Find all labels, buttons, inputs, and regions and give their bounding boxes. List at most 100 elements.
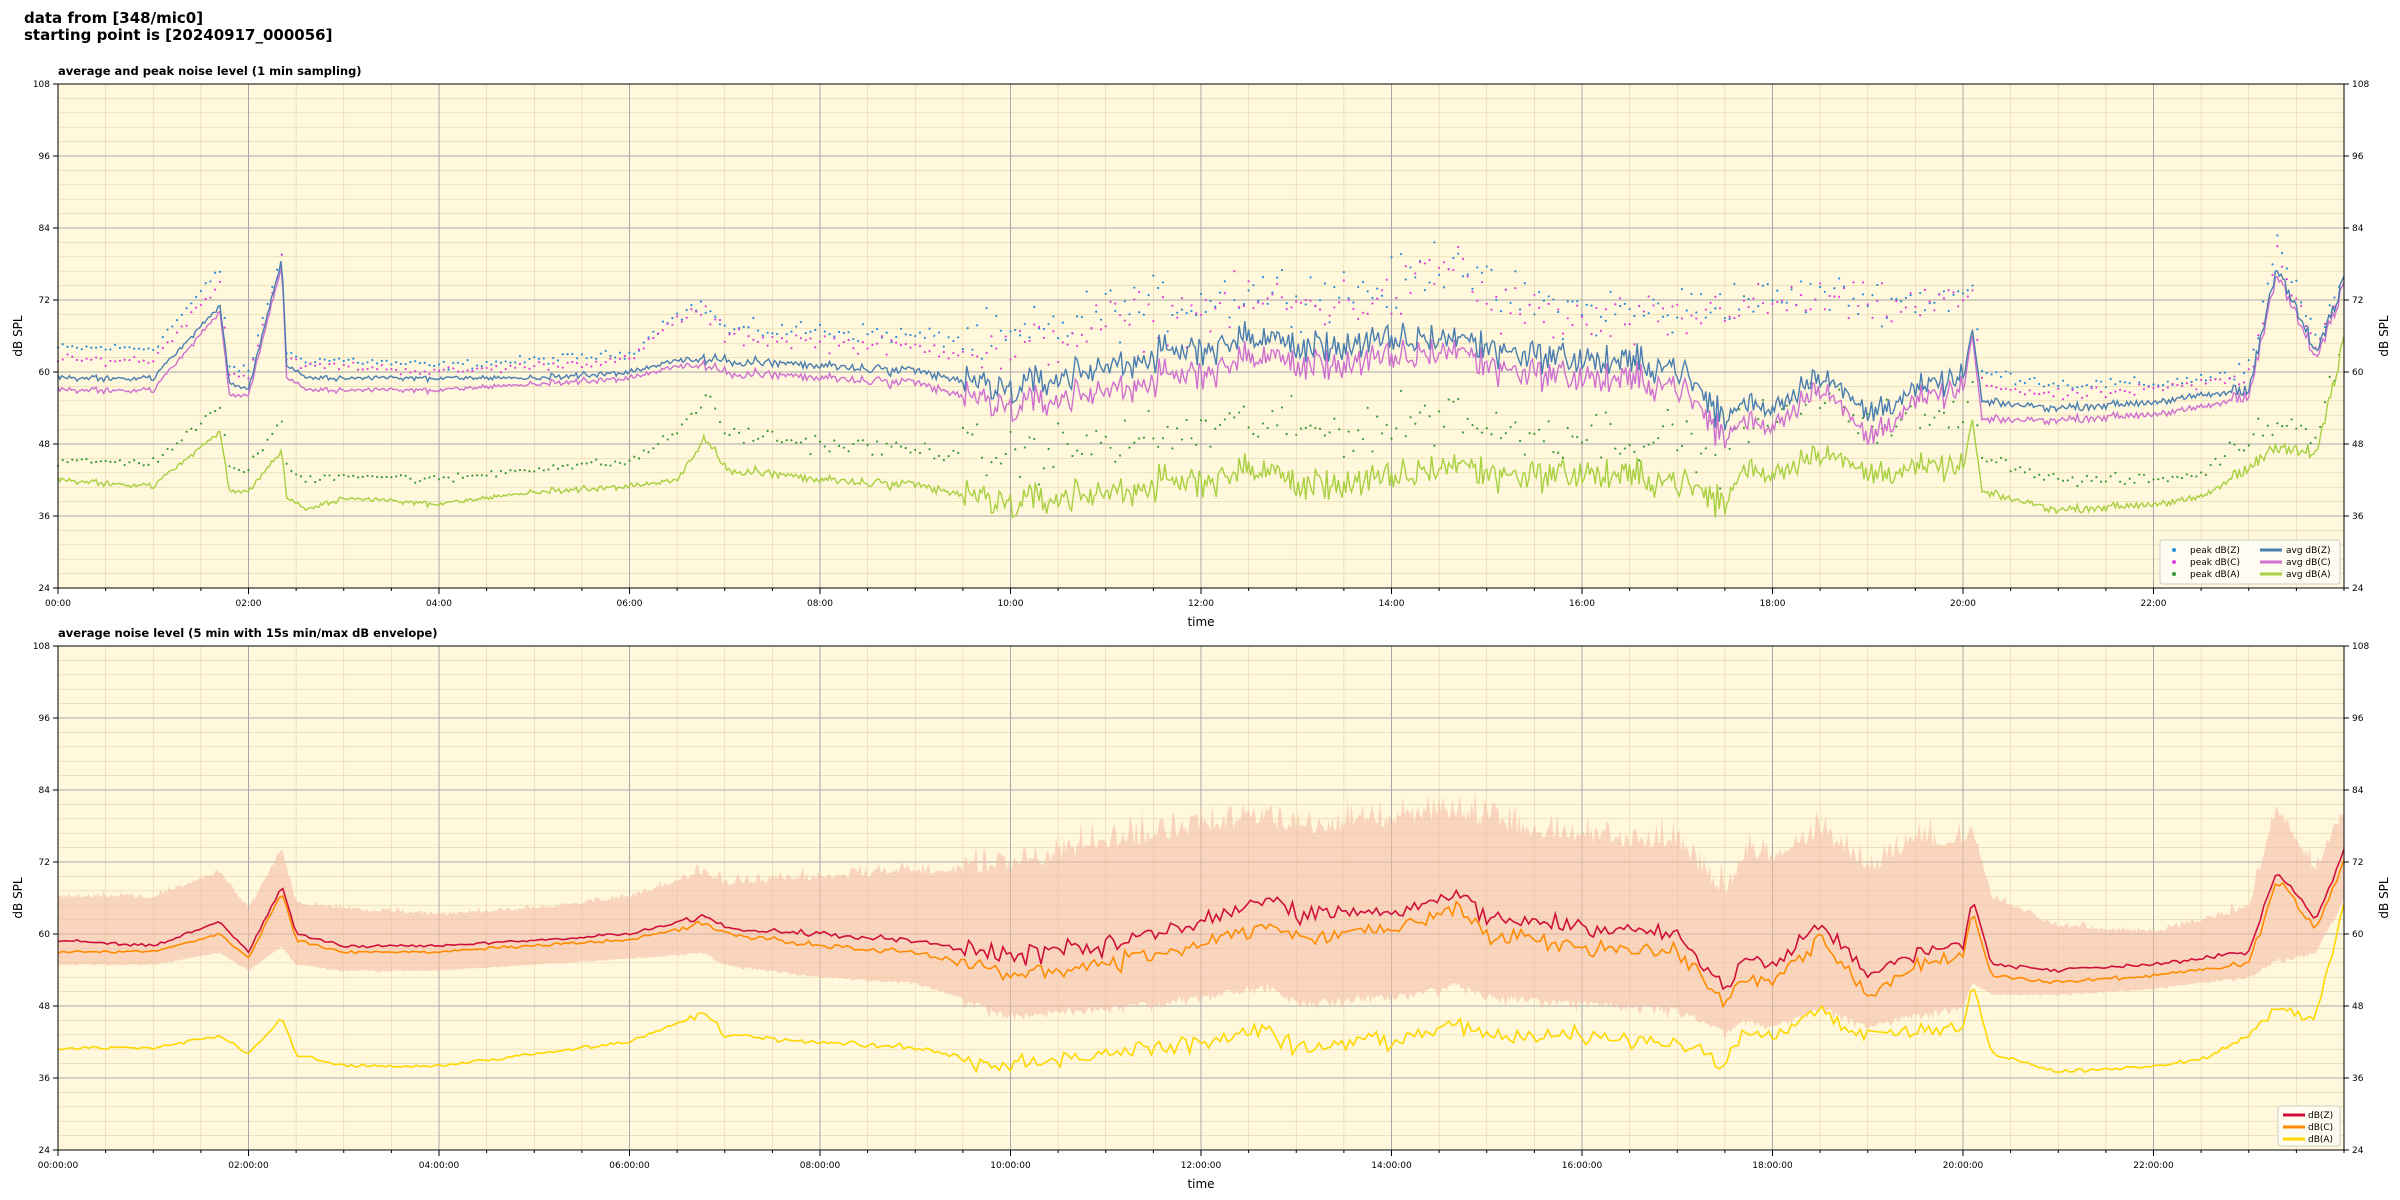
peak-point: [1295, 295, 1297, 297]
peak-point: [2205, 474, 2207, 476]
peak-point: [1400, 390, 1402, 392]
peak-point: [2071, 476, 2073, 478]
peak-point: [1009, 330, 1011, 332]
peak-point: [514, 470, 516, 472]
peak-point: [1286, 302, 1288, 304]
peak-point: [105, 365, 107, 367]
peak-point: [1443, 286, 1445, 288]
peak-point: [928, 448, 930, 450]
y-axis-label: dB SPL: [11, 877, 25, 919]
peak-point: [1128, 447, 1130, 449]
peak-point: [1609, 335, 1611, 337]
peak-point: [1857, 305, 1859, 307]
peak-point: [1914, 306, 1916, 308]
peak-point: [1081, 316, 1083, 318]
peak-point: [209, 280, 211, 282]
peak-point: [105, 348, 107, 350]
peak-point: [1557, 452, 1559, 454]
peak-point: [238, 375, 240, 377]
peak-point: [1757, 305, 1759, 307]
peak-point: [2005, 459, 2007, 461]
peak-point: [1629, 323, 1631, 325]
peak-point: [109, 360, 111, 362]
peak-point: [581, 366, 583, 368]
peak-point: [871, 454, 873, 456]
peak-point: [2314, 334, 2316, 336]
peak-point: [1062, 341, 1064, 343]
peak-point: [414, 370, 416, 372]
peak-point: [2210, 376, 2212, 378]
peak-point: [1105, 325, 1107, 327]
peak-point: [1343, 456, 1345, 458]
peak-point: [124, 359, 126, 361]
peak-point: [576, 362, 578, 364]
peak-point: [205, 415, 207, 417]
peak-point: [900, 328, 902, 330]
peak-point: [295, 358, 297, 360]
peak-point: [2233, 443, 2235, 445]
peak-point: [2210, 379, 2212, 381]
peak-point: [971, 433, 973, 435]
peak-point: [1176, 317, 1178, 319]
peak-point: [466, 369, 468, 371]
peak-point: [852, 338, 854, 340]
y-tick-label-right: 60: [2352, 368, 2364, 378]
peak-point: [1538, 429, 1540, 431]
peak-point: [2257, 334, 2259, 336]
peak-point: [1295, 301, 1297, 303]
legend-marker: [2172, 572, 2176, 576]
peak-point: [1629, 444, 1631, 446]
peak-point: [1367, 407, 1369, 409]
peak-point: [2105, 386, 2107, 388]
peak-point: [152, 457, 154, 459]
peak-point: [2014, 468, 2016, 470]
peak-point: [633, 353, 635, 355]
peak-point: [433, 475, 435, 477]
peak-point: [586, 363, 588, 365]
peak-point: [1552, 336, 1554, 338]
peak-point: [1919, 427, 1921, 429]
peak-point: [1133, 442, 1135, 444]
peak-point: [1605, 320, 1607, 322]
peak-point: [1790, 288, 1792, 290]
peak-point: [995, 315, 997, 317]
peak-point: [205, 298, 207, 300]
peak-point: [947, 336, 949, 338]
peak-point: [700, 301, 702, 303]
peak-point: [1771, 303, 1773, 305]
peak-point: [2176, 476, 2178, 478]
legend-label: avg dB(Z): [2286, 546, 2331, 556]
x-tick-label: 08:00: [807, 599, 833, 609]
peak-point: [405, 475, 407, 477]
peak-point: [1433, 283, 1435, 285]
x-tick-label: 12:00: [1188, 599, 1214, 609]
peak-point: [1362, 438, 1364, 440]
peak-point: [1071, 332, 1073, 334]
y-tick-label-right: 84: [2352, 224, 2364, 234]
peak-point: [2176, 378, 2178, 380]
peak-point: [1514, 270, 1516, 272]
peak-point: [433, 365, 435, 367]
peak-point: [1286, 433, 1288, 435]
peak-point: [1729, 318, 1731, 320]
peak-point: [919, 345, 921, 347]
peak-point: [1057, 337, 1059, 339]
peak-point: [1633, 315, 1635, 317]
peak-point: [124, 346, 126, 348]
peak-point: [686, 317, 688, 319]
peak-point: [962, 348, 964, 350]
peak-point: [2200, 379, 2202, 381]
peak-point: [357, 476, 359, 478]
peak-point: [857, 353, 859, 355]
peak-point: [1709, 311, 1711, 313]
peak-point: [743, 344, 745, 346]
peak-point: [2219, 372, 2221, 374]
peak-point: [114, 360, 116, 362]
peak-point: [1643, 315, 1645, 317]
peak-point: [2191, 475, 2193, 477]
peak-point: [1767, 312, 1769, 314]
peak-point: [2319, 426, 2321, 428]
peak-point: [1514, 421, 1516, 423]
peak-point: [352, 475, 354, 477]
peak-point: [1338, 297, 1340, 299]
